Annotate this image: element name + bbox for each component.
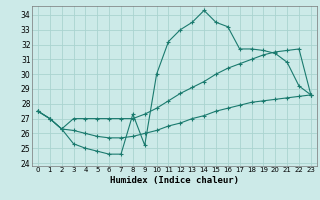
X-axis label: Humidex (Indice chaleur): Humidex (Indice chaleur) xyxy=(110,176,239,185)
